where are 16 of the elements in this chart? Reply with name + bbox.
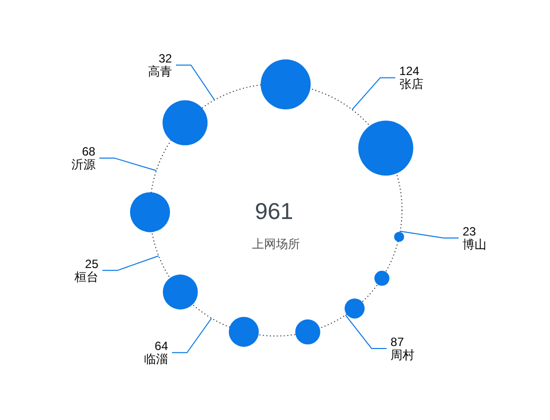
data-label: 124 (399, 64, 420, 78)
data-label: 68 (82, 144, 96, 159)
data-label: 32 (158, 52, 172, 66)
category-label: 沂源 (71, 158, 96, 172)
data-label: 64 (154, 339, 168, 354)
text: 上网场所 (252, 237, 300, 251)
text: 961 (254, 198, 294, 224)
category-label: 高青 (148, 64, 172, 79)
category-label: 桓台 (73, 270, 98, 284)
category-label: 张店 (399, 77, 424, 92)
category-label: 周村 (390, 348, 415, 362)
data-label: 25 (85, 256, 99, 271)
data-label: 23 (462, 224, 476, 239)
category-label: 临淄 (144, 352, 168, 366)
category-label: 博山 (462, 238, 487, 252)
data-label: 87 (390, 334, 404, 349)
